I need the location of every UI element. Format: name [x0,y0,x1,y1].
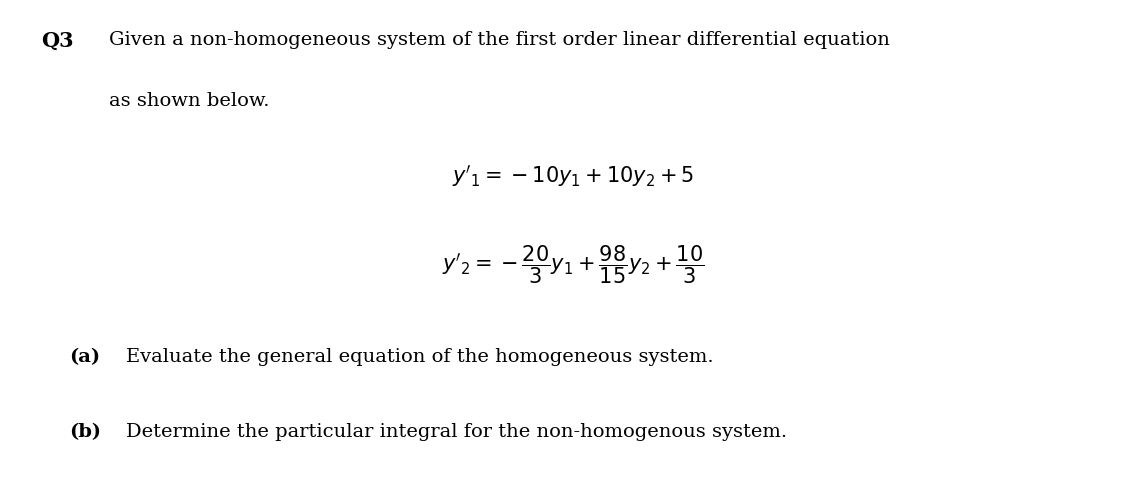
Text: $y'_1 = -10y_1 + 10y_2 + 5$: $y'_1 = -10y_1 + 10y_2 + 5$ [452,163,695,189]
Text: $y'_2 = -\dfrac{20}{3}y_1 + \dfrac{98}{15}y_2 + \dfrac{10}{3}$: $y'_2 = -\dfrac{20}{3}y_1 + \dfrac{98}{1… [443,244,704,286]
Text: Determine the particular integral for the non-homogenous system.: Determine the particular integral for th… [126,423,787,441]
Text: as shown below.: as shown below. [109,92,270,110]
Text: (a): (a) [69,348,101,366]
Text: Evaluate the general equation of the homogeneous system.: Evaluate the general equation of the hom… [126,348,713,366]
Text: Q3: Q3 [41,31,73,51]
Text: (b): (b) [69,423,101,441]
Text: Given a non-homogeneous system of the first order linear differential equation: Given a non-homogeneous system of the fi… [109,31,890,49]
